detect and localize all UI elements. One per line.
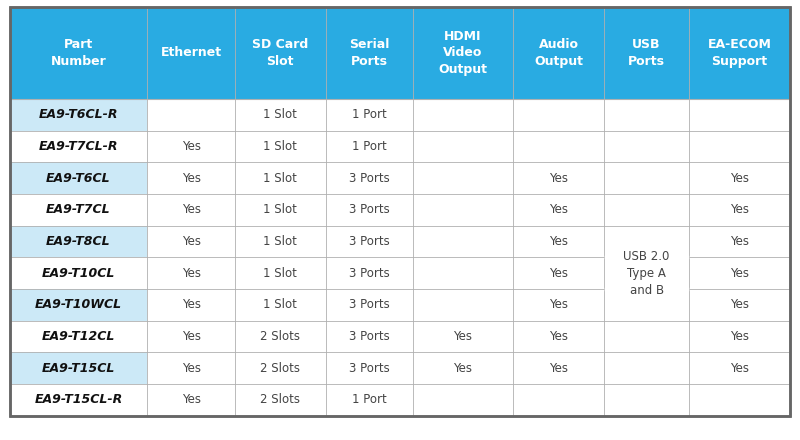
Text: Yes: Yes (182, 235, 201, 248)
Text: Yes: Yes (549, 235, 568, 248)
Text: Yes: Yes (182, 140, 201, 153)
Text: EA-ECOM
Support: EA-ECOM Support (708, 38, 771, 68)
Text: 1 Slot: 1 Slot (263, 203, 298, 216)
Text: 1 Slot: 1 Slot (263, 298, 298, 312)
Text: Yes: Yes (182, 330, 201, 343)
Text: USB 2.0
Type A
and B: USB 2.0 Type A and B (623, 250, 670, 297)
Text: EA9-T15CL-R: EA9-T15CL-R (34, 393, 122, 407)
Bar (10, 194, 790, 226)
Text: 3 Ports: 3 Ports (349, 203, 390, 216)
Text: EA9-T8CL: EA9-T8CL (46, 235, 111, 248)
Text: 3 Ports: 3 Ports (349, 298, 390, 312)
Bar (10, 131, 790, 162)
Text: Yes: Yes (549, 267, 568, 280)
Text: 3 Ports: 3 Ports (349, 267, 390, 280)
Text: 1 Slot: 1 Slot (263, 108, 298, 121)
Text: 1 Slot: 1 Slot (263, 235, 298, 248)
Text: EA9-T12CL: EA9-T12CL (42, 330, 115, 343)
Text: 3 Ports: 3 Ports (349, 172, 390, 185)
Text: Yes: Yes (182, 172, 201, 185)
Text: Yes: Yes (730, 298, 749, 312)
Text: Yes: Yes (549, 298, 568, 312)
Bar (10, 162, 147, 194)
Bar (10, 352, 147, 384)
Text: HDMI
Video
Output: HDMI Video Output (438, 30, 487, 76)
Text: 3 Ports: 3 Ports (349, 235, 390, 248)
Text: Serial
Ports: Serial Ports (350, 38, 390, 68)
Text: 1 Slot: 1 Slot (263, 172, 298, 185)
Text: 2 Slots: 2 Slots (260, 330, 300, 343)
Text: Yes: Yes (730, 203, 749, 216)
Text: Part
Number: Part Number (50, 38, 106, 68)
Text: Yes: Yes (730, 172, 749, 185)
Text: Yes: Yes (549, 203, 568, 216)
Text: Yes: Yes (730, 267, 749, 280)
Text: 1 Slot: 1 Slot (263, 140, 298, 153)
Text: Yes: Yes (182, 362, 201, 375)
Text: 2 Slots: 2 Slots (260, 362, 300, 375)
Text: EA9-T7CL: EA9-T7CL (46, 203, 111, 216)
Text: EA9-T10WCL: EA9-T10WCL (35, 298, 122, 312)
Text: 3 Ports: 3 Ports (349, 330, 390, 343)
Bar (10, 321, 790, 352)
Text: EA9-T6CL-R: EA9-T6CL-R (38, 108, 118, 121)
Bar (10, 99, 790, 131)
Bar (10, 226, 147, 257)
Text: Yes: Yes (730, 362, 749, 375)
Text: 1 Port: 1 Port (352, 108, 387, 121)
Bar (10, 162, 790, 194)
Bar (10, 226, 790, 257)
Text: Yes: Yes (549, 330, 568, 343)
Text: Yes: Yes (182, 203, 201, 216)
Text: Yes: Yes (182, 393, 201, 407)
Text: Yes: Yes (549, 172, 568, 185)
Text: Yes: Yes (182, 267, 201, 280)
Text: EA9-T15CL: EA9-T15CL (42, 362, 115, 375)
Text: EA9-T10CL: EA9-T10CL (42, 267, 115, 280)
Text: Yes: Yes (182, 298, 201, 312)
Text: Yes: Yes (730, 235, 749, 248)
Text: Yes: Yes (549, 362, 568, 375)
Text: 1 Port: 1 Port (352, 140, 387, 153)
Text: Yes: Yes (454, 362, 473, 375)
Text: 3 Ports: 3 Ports (349, 362, 390, 375)
Bar (10, 289, 790, 321)
Text: 1 Port: 1 Port (352, 393, 387, 407)
Text: EA9-T7CL-R: EA9-T7CL-R (38, 140, 118, 153)
Bar (10, 384, 790, 416)
Bar (10, 289, 147, 321)
Text: EA9-T6CL: EA9-T6CL (46, 172, 111, 185)
Text: 1 Slot: 1 Slot (263, 267, 298, 280)
Text: Yes: Yes (454, 330, 473, 343)
Bar (10, 352, 790, 384)
Text: SD Card
Slot: SD Card Slot (252, 38, 309, 68)
Bar (10, 257, 790, 289)
Text: Ethernet: Ethernet (161, 46, 222, 59)
Text: 2 Slots: 2 Slots (260, 393, 300, 407)
Bar (605, 226, 688, 320)
Text: Yes: Yes (730, 330, 749, 343)
Bar (10, 7, 790, 99)
Text: Audio
Output: Audio Output (534, 38, 583, 68)
Bar (10, 99, 147, 131)
Text: USB
Ports: USB Ports (628, 38, 665, 68)
